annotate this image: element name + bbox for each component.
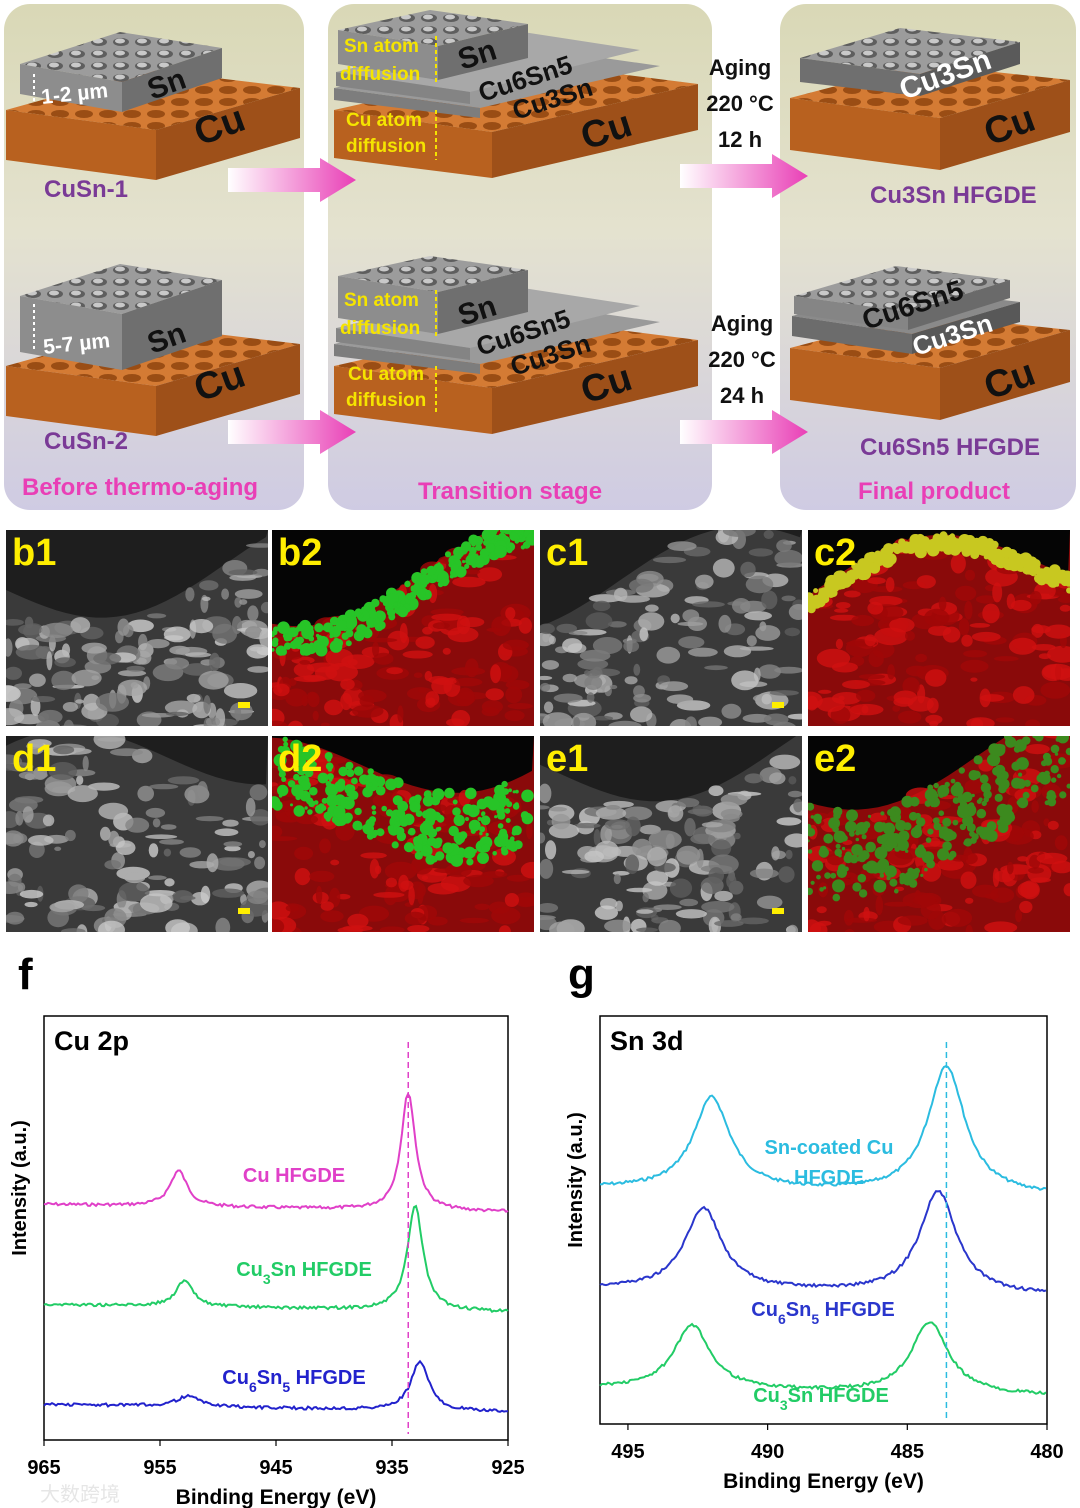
x-tick-label: 955: [143, 1457, 176, 1479]
x-tick-label: 965: [27, 1457, 60, 1479]
aging-row1-title: Aging: [708, 55, 772, 80]
micrograph-label-c2: c2: [814, 532, 857, 574]
micrograph-label-d1: d1: [12, 738, 57, 780]
x-axis-label: Binding Energy (eV): [723, 1470, 924, 1493]
cu3sn-block-1c: [800, 28, 1020, 96]
series-label: Cu3Sn HFGDE: [236, 1259, 372, 1287]
series-label: Cu6Sn5 HFGDE: [222, 1367, 365, 1395]
series-line: [43, 1204, 509, 1313]
series-line: [599, 1321, 1047, 1395]
series-line: [599, 1190, 1047, 1293]
aging-row1-time: 12 h: [717, 127, 763, 152]
panel-g-letter: g: [568, 950, 595, 999]
x-tick-label: 945: [259, 1457, 292, 1479]
chart-title: Sn 3d: [610, 1026, 684, 1056]
cu6sn5-block-2c: [794, 266, 1010, 330]
scale-bar: [772, 908, 784, 914]
xps-sn3d-chart: 495 490 485 480 Binding Energy (eV) Intensity…: [565, 1015, 1064, 1493]
x-tick-label: 935: [375, 1457, 408, 1479]
transition-caption: Transition stage: [418, 478, 603, 505]
series-label: Sn-coated Cu HFGDE: [765, 1137, 894, 1189]
series-label: Cu6Sn5 HFGDE: [751, 1299, 894, 1327]
micrograph-d1: d1: [6, 736, 268, 932]
before-caption: Before thermo-aging: [22, 474, 259, 501]
y-axis-label: Intensity (a.u.): [565, 1112, 587, 1248]
scale-bar: [238, 702, 250, 708]
chart-title: Cu 2p: [54, 1026, 129, 1056]
micrograph-b2: b2: [272, 530, 534, 726]
row2-cu-diffusion-2: diffusion: [346, 390, 426, 411]
micrograph-label-b1: b1: [12, 532, 57, 574]
aging-row2-title: Aging: [710, 311, 774, 336]
x-tick-label: 495: [611, 1441, 644, 1463]
series-label: Cu3Sn HFGDE: [753, 1385, 889, 1413]
x-tick-label: 485: [891, 1441, 924, 1463]
sn-block-2a: [20, 264, 222, 370]
scale-bar: [238, 908, 250, 914]
aging-row2: Aging 220 °C 24 h: [700, 306, 784, 414]
micrograph-e1: e1: [540, 736, 802, 932]
sn-block-1a: [20, 32, 222, 112]
micrograph-c2: c2: [808, 530, 1070, 726]
arrow-1a: [228, 158, 356, 202]
sn-block-2b: [338, 256, 528, 334]
micrograph-label-d2: d2: [278, 738, 323, 780]
row2-product-label: Cu6Sn5 HFGDE: [860, 434, 1041, 461]
watermark: 大数跨境: [40, 1484, 120, 1506]
row1-sn-diffusion-1: Sn atom: [344, 36, 419, 57]
row1-product-label: Cu3Sn HFGDE: [870, 182, 1037, 209]
series-label: Cu HFGDE: [243, 1165, 345, 1187]
micrograph-label-e2: e2: [814, 738, 857, 780]
row2-cu-diffusion-1: Cu atom: [348, 364, 424, 385]
row2-sample-label: CuSn-2: [44, 428, 128, 455]
y-axis-label: Intensity (a.u.): [9, 1120, 31, 1256]
row1-sample-label: CuSn-1: [44, 176, 128, 203]
cu-block-2b: [334, 320, 698, 434]
sn-block-1b: [338, 10, 528, 80]
final-caption: Final product: [858, 478, 1010, 505]
micrograph-d2: d2: [272, 736, 534, 932]
aging-row2-time: 24 h: [719, 383, 765, 408]
x-tick-label: 480: [1030, 1441, 1063, 1463]
micrograph-label-c1: c1: [546, 532, 589, 574]
series-line: [43, 1091, 509, 1213]
x-tick-label: 925: [491, 1457, 524, 1479]
row2-sn-diffusion-1: Sn atom: [344, 290, 419, 311]
scale-bar: [772, 702, 784, 708]
arrow-2a: [228, 410, 356, 454]
schematic-svg: 1-2 µm Sn Cu Sn atom diffusion Sn Cu6Sn5…: [6, 10, 1070, 454]
micrograph-c1: c1: [540, 530, 802, 726]
micrograph-e2: e2: [808, 736, 1070, 932]
row1-cu-diffusion-1: Cu atom: [346, 110, 422, 131]
micrograph-label-b2: b2: [278, 532, 323, 574]
row2-sn-diffusion-2: diffusion: [340, 318, 420, 339]
series-line: [599, 1065, 1047, 1191]
x-axis-label: Binding Energy (eV): [176, 1486, 377, 1508]
aging-row2-temp: 220 °C: [708, 347, 776, 372]
plot-frame: [599, 1015, 1048, 1425]
arrow-2b: [680, 410, 808, 454]
row1-sn-diffusion-2: diffusion: [340, 64, 420, 85]
aging-row1-temp: 220 °C: [706, 91, 774, 116]
arrow-1b: [680, 154, 808, 198]
micrograph-b1: b1: [6, 530, 268, 726]
aging-row1: Aging 220 °C 12 h: [700, 50, 780, 158]
panel-f-letter: f: [18, 950, 33, 999]
series-line: [43, 1359, 508, 1413]
x-tick-label: 490: [751, 1441, 784, 1463]
micrograph-label-e1: e1: [546, 738, 589, 780]
row1-cu-diffusion-2: diffusion: [346, 136, 426, 157]
xps-cu2p-chart: 965 955 945 935 925 Binding Energy (eV) Intens…: [9, 1015, 525, 1508]
